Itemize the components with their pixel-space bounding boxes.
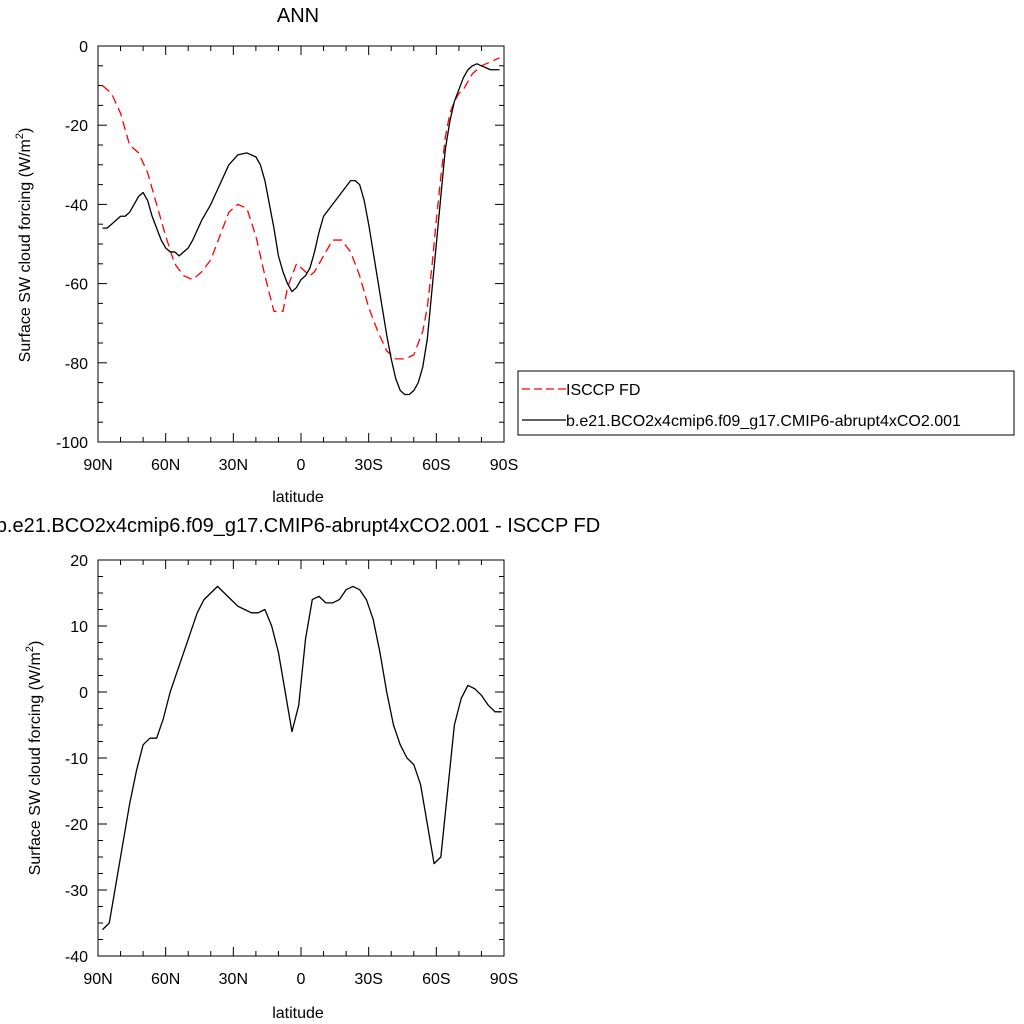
bottom-y-tick-label: -30	[65, 883, 88, 900]
top-y-axis-label: Surface SW cloud forcing (W/m2)	[14, 128, 34, 363]
legend: ISCCP FD b.e21.BCO2x4cmip6.f09_g17.CMIP6…	[517, 370, 1015, 436]
bottom-x-axis-label: latitude	[272, 1005, 324, 1022]
bottom-series-group	[102, 585, 502, 931]
bottom-y-tick-label: 20	[70, 553, 88, 570]
top-x-tick-label: 60N	[151, 457, 180, 474]
bottom-x-tick-label: 30N	[219, 971, 248, 988]
bottom-chart-title: b.e21.BCO2x4cmip6.f09_g17.CMIP6-abrupt4x…	[0, 515, 600, 537]
bottom-plot-frame	[97, 559, 505, 957]
bottom-x-tick-label: 30S	[354, 971, 382, 988]
top-y-tick-label: -40	[65, 197, 88, 214]
bottom-y-tick-label: -10	[65, 751, 88, 768]
bottom-x-tick-label: 60N	[151, 971, 180, 988]
top-y-tick-label: -20	[65, 118, 88, 135]
top-x-tick-label: 30S	[354, 457, 382, 474]
bottom-axis-ticks: 90N 60N 30N 0 30S 60S 90S -40 -30 -20 -10 0 10 20	[65, 553, 518, 988]
bottom-series-line-0	[102, 585, 502, 931]
bottom-y-tick-label: 0	[79, 685, 88, 702]
top-y-tick-label: -60	[65, 277, 88, 294]
bottom-x-tick-label: 90N	[83, 971, 112, 988]
bottom-x-tick-label: 0	[297, 971, 306, 988]
bottom-y-tick-label: -40	[65, 949, 88, 966]
top-x-tick-label: 90N	[83, 457, 112, 474]
top-x-tick-label: 0	[297, 457, 306, 474]
top-y-tick-label: 0	[79, 39, 88, 56]
top-chart-title: ANN	[277, 5, 319, 27]
bottom-x-tick-label: 90S	[490, 971, 518, 988]
top-x-tick-label: 90S	[490, 457, 518, 474]
bottom-y-axis-label: Surface SW cloud forcing (W/m2)	[24, 641, 44, 876]
top-axis-ticks: 90N 60N 30N 0 30S 60S 90S -100 -80 -60 -40 -20 0	[56, 39, 518, 474]
bottom-y-tick-label: 10	[70, 619, 88, 636]
top-x-tick-label: 30N	[219, 457, 248, 474]
top-x-tick-label: 60S	[422, 457, 450, 474]
top-series-line-1	[102, 63, 500, 396]
top-y-tick-label: -100	[56, 435, 88, 452]
top-plot-frame	[97, 45, 505, 443]
top-y-tick-label: -80	[65, 356, 88, 373]
bottom-x-tick-label: 60S	[422, 971, 450, 988]
top-series-line-0	[102, 57, 500, 360]
top-x-axis-label: latitude	[272, 489, 324, 506]
top-series-group	[102, 57, 500, 396]
legend-label-isccp: ISCCP FD	[566, 382, 640, 399]
legend-box	[517, 370, 1015, 436]
legend-label-model: b.e21.BCO2x4cmip6.f09_g17.CMIP6-abrupt4x…	[566, 413, 961, 430]
bottom-y-tick-label: -20	[65, 817, 88, 834]
